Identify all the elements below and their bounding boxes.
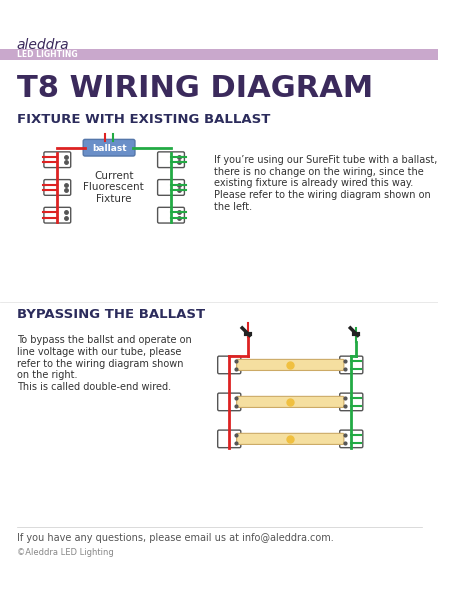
FancyBboxPatch shape: [44, 207, 71, 223]
FancyBboxPatch shape: [157, 152, 184, 168]
Text: ballast: ballast: [92, 144, 127, 153]
Text: LED LIGHTING: LED LIGHTING: [17, 50, 77, 59]
Text: T8 WIRING DIAGRAM: T8 WIRING DIAGRAM: [17, 74, 373, 103]
FancyBboxPatch shape: [340, 393, 363, 411]
FancyBboxPatch shape: [237, 396, 344, 407]
Text: FIXTURE WITH EXISTING BALLAST: FIXTURE WITH EXISTING BALLAST: [17, 113, 270, 125]
FancyBboxPatch shape: [218, 393, 241, 411]
FancyBboxPatch shape: [340, 430, 363, 448]
FancyBboxPatch shape: [237, 433, 344, 444]
FancyBboxPatch shape: [218, 430, 241, 448]
FancyBboxPatch shape: [157, 207, 184, 223]
Text: Current
Fluorescent
Fixture: Current Fluorescent Fixture: [83, 171, 144, 204]
Text: BYPASSING THE BALLAST: BYPASSING THE BALLAST: [17, 308, 205, 321]
FancyBboxPatch shape: [237, 359, 344, 370]
FancyBboxPatch shape: [44, 179, 71, 195]
FancyBboxPatch shape: [340, 356, 363, 374]
FancyBboxPatch shape: [157, 179, 184, 195]
FancyBboxPatch shape: [218, 356, 241, 374]
FancyBboxPatch shape: [83, 139, 135, 156]
FancyBboxPatch shape: [44, 152, 71, 168]
Text: ©Aleddra LED Lighting: ©Aleddra LED Lighting: [17, 548, 113, 557]
FancyBboxPatch shape: [0, 49, 438, 60]
Text: aleddra: aleddra: [17, 38, 69, 52]
Text: To bypass the ballst and operate on
line voltage with our tube, please
refer to : To bypass the ballst and operate on line…: [17, 335, 191, 391]
Text: If you’re using our SureFit tube with a ballast,
there is no change on the wirin: If you’re using our SureFit tube with a …: [214, 155, 438, 211]
Text: If you have any questions, please email us at info@aleddra.com.: If you have any questions, please email …: [17, 533, 333, 543]
